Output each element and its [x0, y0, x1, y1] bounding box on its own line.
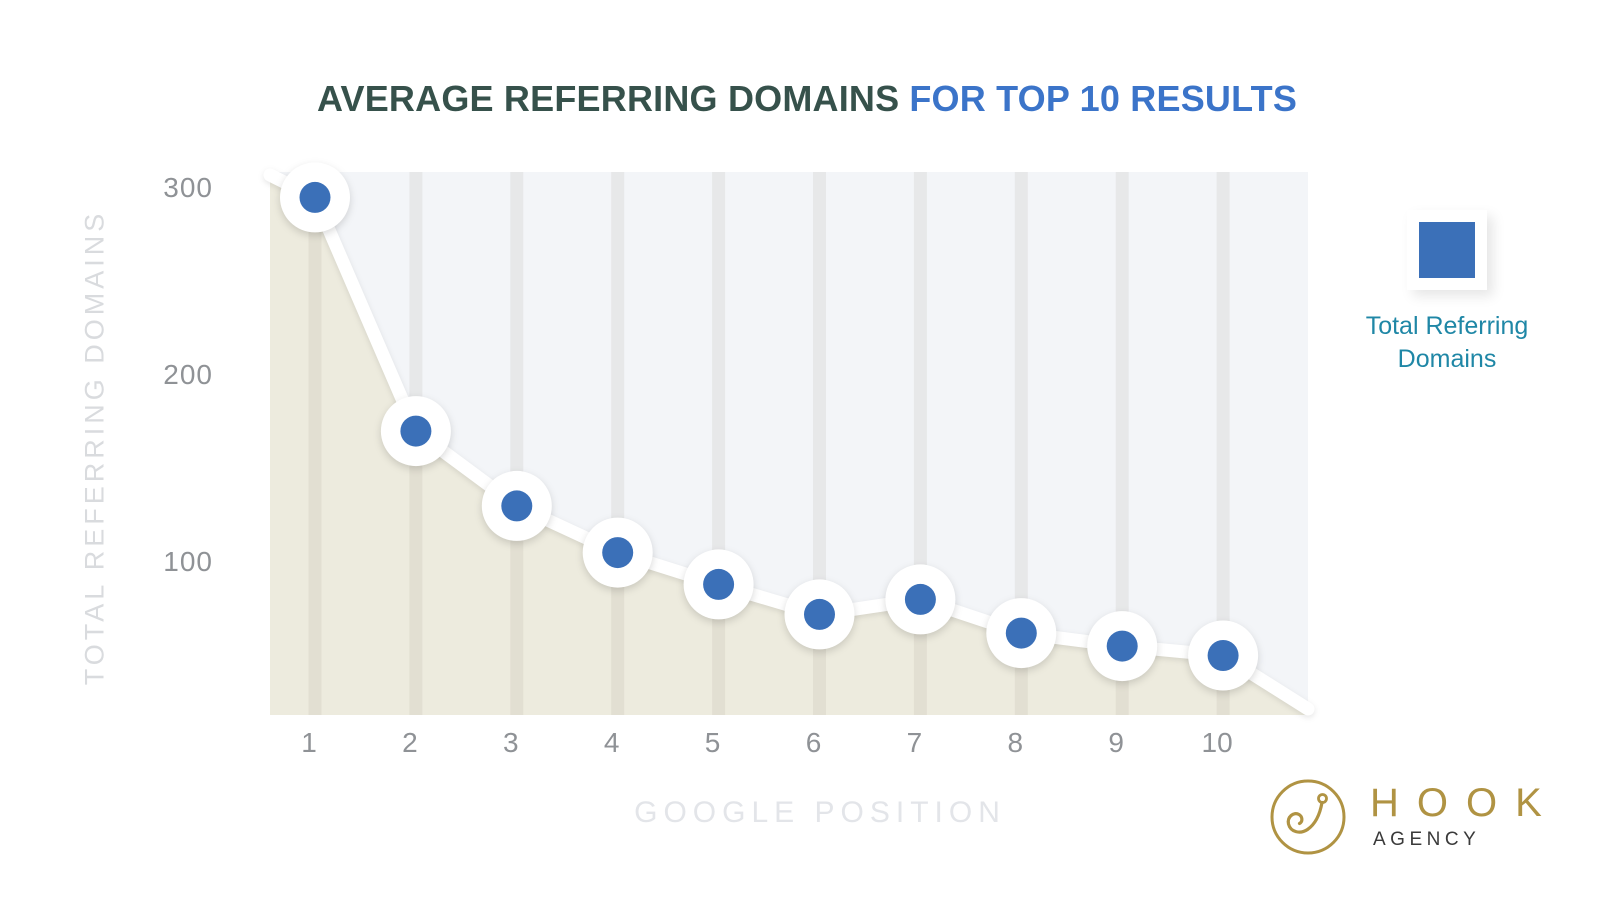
logo-subtitle: AGENCY — [1373, 829, 1481, 850]
gridline — [1216, 172, 1230, 715]
logo-name: HOOK — [1370, 781, 1560, 825]
data-point — [481, 470, 552, 541]
gridline — [510, 172, 524, 715]
gridline — [611, 172, 625, 715]
gridline — [813, 172, 826, 715]
legend-swatch-card — [1407, 210, 1487, 290]
legend-swatch — [1419, 222, 1475, 278]
logo-text: HOOK AGENCY — [1370, 783, 1560, 851]
x-tick-label: 3 — [503, 727, 519, 758]
y-tick-label: 100 — [163, 546, 213, 577]
x-axis-ticks: 1 2 3 4 5 6 7 8 9 10 — [270, 727, 1308, 763]
x-tick-label: 1 — [301, 727, 317, 758]
x-tick-label: 2 — [402, 727, 418, 758]
y-axis-ticks: 300 200 100 — [120, 172, 213, 715]
plot-area — [263, 162, 1315, 716]
area-fill — [270, 175, 1308, 715]
data-point — [1188, 620, 1259, 691]
x-tick-label: 4 — [603, 727, 620, 758]
data-point — [683, 549, 754, 620]
chart-title-highlight: FOR TOP 10 RESULTS — [909, 78, 1298, 119]
referring-domains-chart — [263, 162, 1315, 716]
data-point — [582, 517, 653, 588]
gridline — [712, 172, 726, 715]
chart-title-main: AVERAGE REFERRING DOMAINS — [316, 78, 900, 119]
data-point — [885, 564, 956, 635]
y-tick-label: 300 — [163, 172, 213, 203]
data-point — [986, 598, 1057, 669]
data-point — [784, 579, 855, 650]
data-point — [280, 162, 350, 233]
gridline — [308, 172, 322, 715]
y-tick-label: 200 — [163, 359, 213, 390]
x-tick-label: 9 — [1108, 727, 1124, 758]
hook-agency-logo: HOOK AGENCY — [1268, 777, 1560, 857]
gridline — [1014, 172, 1028, 715]
x-tick-label: 6 — [805, 727, 822, 758]
data-point — [1087, 611, 1158, 682]
x-tick-label: 7 — [906, 727, 923, 758]
chart-title: AVERAGE REFERRING DOMAINS FOR TOP 10 RESU… — [0, 78, 1614, 120]
fishhook-icon — [1270, 779, 1346, 855]
x-tick-label: 8 — [1007, 727, 1024, 758]
x-tick-label: 10 — [1201, 727, 1233, 758]
legend: Total Referring Domains — [1330, 210, 1564, 376]
x-axis-title: GOOGLE POSITION — [634, 796, 1006, 829]
gridline — [1115, 172, 1129, 715]
y-axis-title: TOTAL REFERRING DOMAINS — [79, 209, 110, 686]
x-tick-label: 5 — [704, 727, 721, 758]
data-point — [380, 396, 451, 467]
legend-label: Total Referring Domains — [1365, 312, 1529, 373]
